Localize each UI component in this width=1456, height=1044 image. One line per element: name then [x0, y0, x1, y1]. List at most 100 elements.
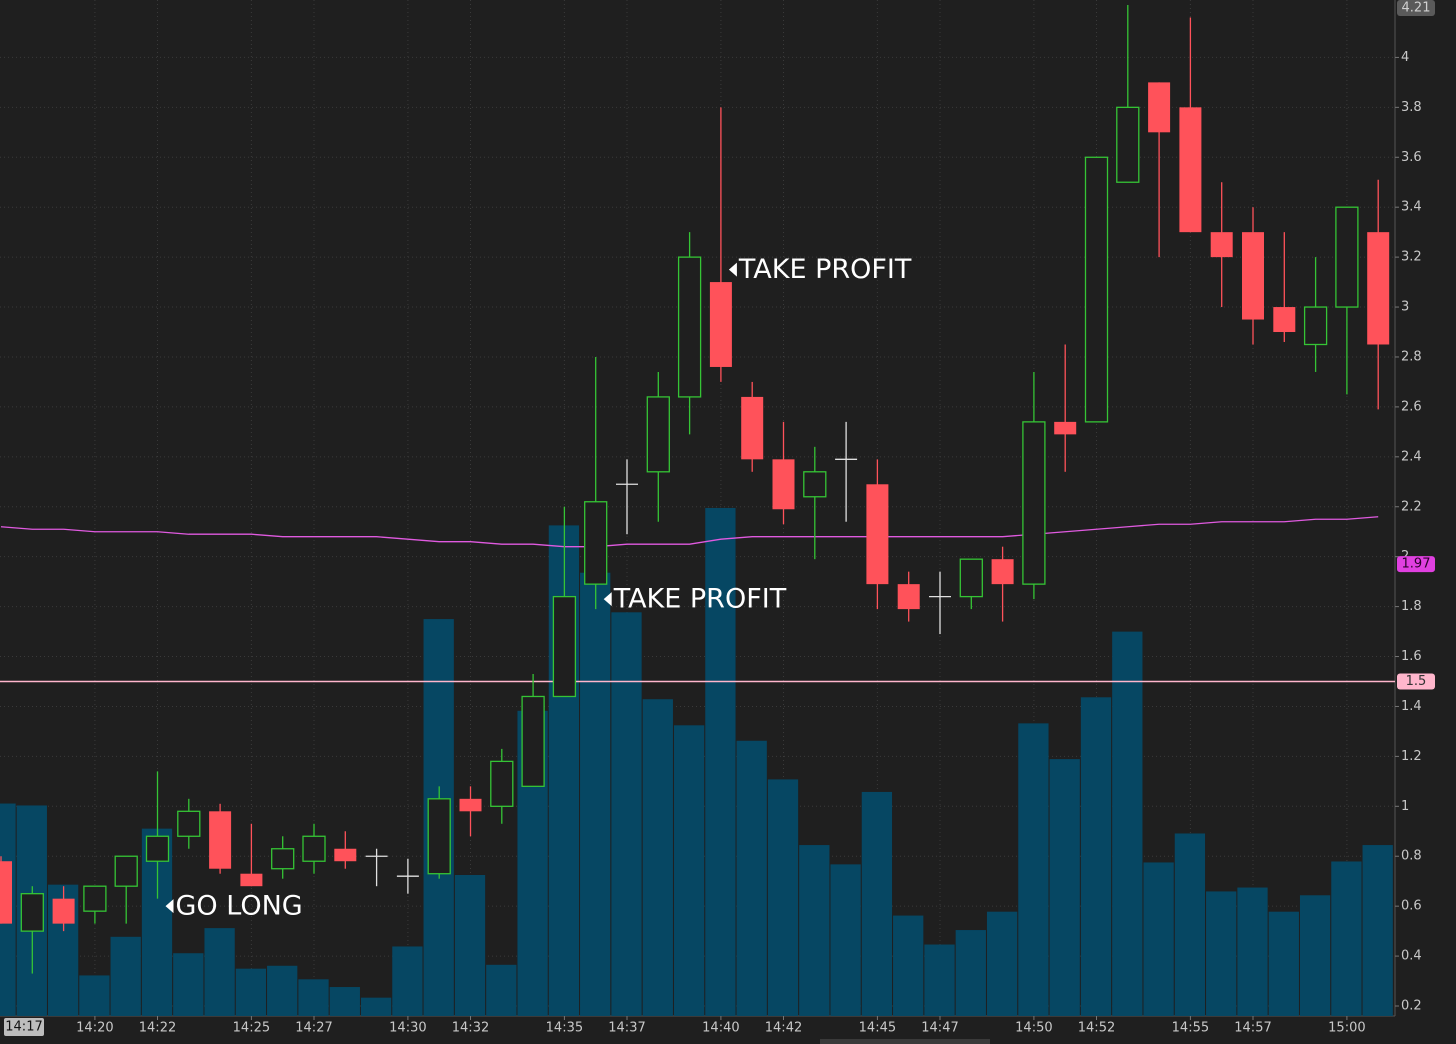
volume-bar	[1237, 887, 1268, 1016]
volume-bar	[235, 968, 267, 1016]
y-tick-label: 0.8	[1401, 849, 1422, 864]
y-tick-label: 1.6	[1401, 649, 1422, 664]
x-tick-label: 15:00	[1328, 1021, 1365, 1036]
volume-bar	[830, 864, 861, 1016]
volume-bar	[580, 572, 611, 1016]
candle-body	[271, 848, 295, 870]
candle-body	[240, 873, 263, 887]
volume-bar	[861, 791, 893, 1016]
candle-body	[145, 835, 170, 862]
volume-bar	[329, 987, 360, 1016]
annotation: TAKE PROFIT	[738, 254, 912, 285]
candle-body	[83, 885, 107, 912]
x-tick-label: 14:27	[295, 1021, 332, 1036]
y-tick-label: 1.8	[1401, 599, 1422, 614]
candle-body	[1210, 232, 1233, 258]
y-tick-label: 3.2	[1401, 250, 1422, 265]
candle-body	[1242, 232, 1264, 320]
volume-bar	[986, 911, 1018, 1016]
y-tick-label: 0.4	[1401, 949, 1422, 964]
candle-body	[1303, 306, 1328, 346]
volume-bar	[799, 845, 830, 1016]
volume-bar	[1331, 861, 1362, 1016]
volume-bar	[173, 953, 204, 1016]
candle-body	[741, 396, 764, 460]
x-tick-label: 14:55	[1172, 1021, 1209, 1036]
x-tick-label: 14:30	[389, 1021, 426, 1036]
candle-body	[52, 898, 75, 924]
volume-bar	[1112, 631, 1143, 1016]
x-tick-label: 14:40	[702, 1021, 739, 1036]
candle-body	[1054, 421, 1077, 435]
candle-body	[1179, 107, 1202, 233]
candle-body	[302, 835, 326, 862]
annotation: TAKE PROFIT	[613, 584, 787, 615]
crosshair-time-label: 14:17	[5, 1020, 42, 1035]
x-tick-label: 14:32	[452, 1021, 489, 1036]
x-tick-label: 14:35	[546, 1021, 583, 1036]
volume-bar	[1268, 911, 1299, 1016]
price-marker-box	[1397, 673, 1435, 690]
volume-bar	[1049, 759, 1080, 1016]
volume-bar	[893, 915, 924, 1016]
candle-body	[427, 798, 451, 875]
volume-bar	[454, 874, 486, 1016]
volume-bar	[736, 740, 767, 1016]
candle-body	[0, 861, 12, 924]
candle-body	[177, 810, 201, 837]
y-tick-label: 0.2	[1401, 999, 1422, 1014]
candle-body	[677, 256, 702, 398]
candle-body	[866, 484, 889, 585]
plot	[0, 0, 1395, 1016]
volume-bar	[79, 975, 110, 1016]
candle-body	[209, 811, 232, 869]
candle-body	[1022, 421, 1046, 585]
volume-bar	[204, 928, 235, 1016]
volume-bar	[611, 612, 642, 1016]
y-tick-label: 2.6	[1401, 399, 1422, 414]
price-marker-box	[1397, 0, 1435, 16]
y-tick-label: 3.4	[1401, 200, 1422, 215]
x-tick-label: 14:20	[76, 1021, 113, 1036]
scroll-bar[interactable]	[820, 1039, 990, 1044]
price-marker-label: 1.97	[1402, 557, 1431, 572]
candle-body	[334, 848, 357, 862]
candle-body	[1273, 307, 1296, 333]
y-tick-label: 3	[1401, 300, 1409, 315]
volume-bar	[267, 965, 298, 1016]
candle-body	[1367, 232, 1390, 345]
y-tick-label: 1.4	[1401, 699, 1422, 714]
x-tick-label: 14:47	[921, 1021, 958, 1036]
volume-bar	[705, 508, 736, 1016]
annotation-arrow	[728, 262, 737, 277]
x-tick-label: 14:22	[139, 1021, 176, 1036]
y-tick-label: 1.2	[1401, 749, 1422, 764]
volume-bar	[1299, 895, 1331, 1016]
candle-body	[897, 584, 920, 610]
candle-body	[1148, 82, 1171, 133]
candle-body	[20, 893, 44, 932]
candle-body	[772, 459, 795, 510]
candle-body	[1084, 156, 1109, 423]
x-tick-label: 14:45	[859, 1021, 896, 1036]
volume-bar	[642, 699, 673, 1016]
price-marker-box	[1397, 556, 1435, 573]
volume-bar	[1174, 833, 1206, 1016]
candle-body	[584, 501, 608, 585]
price-marker-label: 1.5	[1406, 674, 1427, 689]
volume-bar	[1143, 862, 1174, 1016]
y-tick-label: 0.6	[1401, 899, 1422, 914]
volume-bar	[1018, 723, 1049, 1016]
price-marker-label: 4.21	[1402, 1, 1431, 16]
x-tick-label: 14:52	[1078, 1021, 1115, 1036]
candle-body	[991, 559, 1014, 585]
volume-bar	[110, 936, 141, 1016]
candle-body	[1116, 106, 1140, 183]
y-tick-label: 2.8	[1401, 349, 1422, 364]
volume-bar	[298, 979, 329, 1016]
annotation-arrow	[165, 899, 174, 914]
y-tick-label: 3.6	[1401, 150, 1422, 165]
candle-body	[459, 798, 482, 812]
volume-bar	[955, 930, 986, 1016]
